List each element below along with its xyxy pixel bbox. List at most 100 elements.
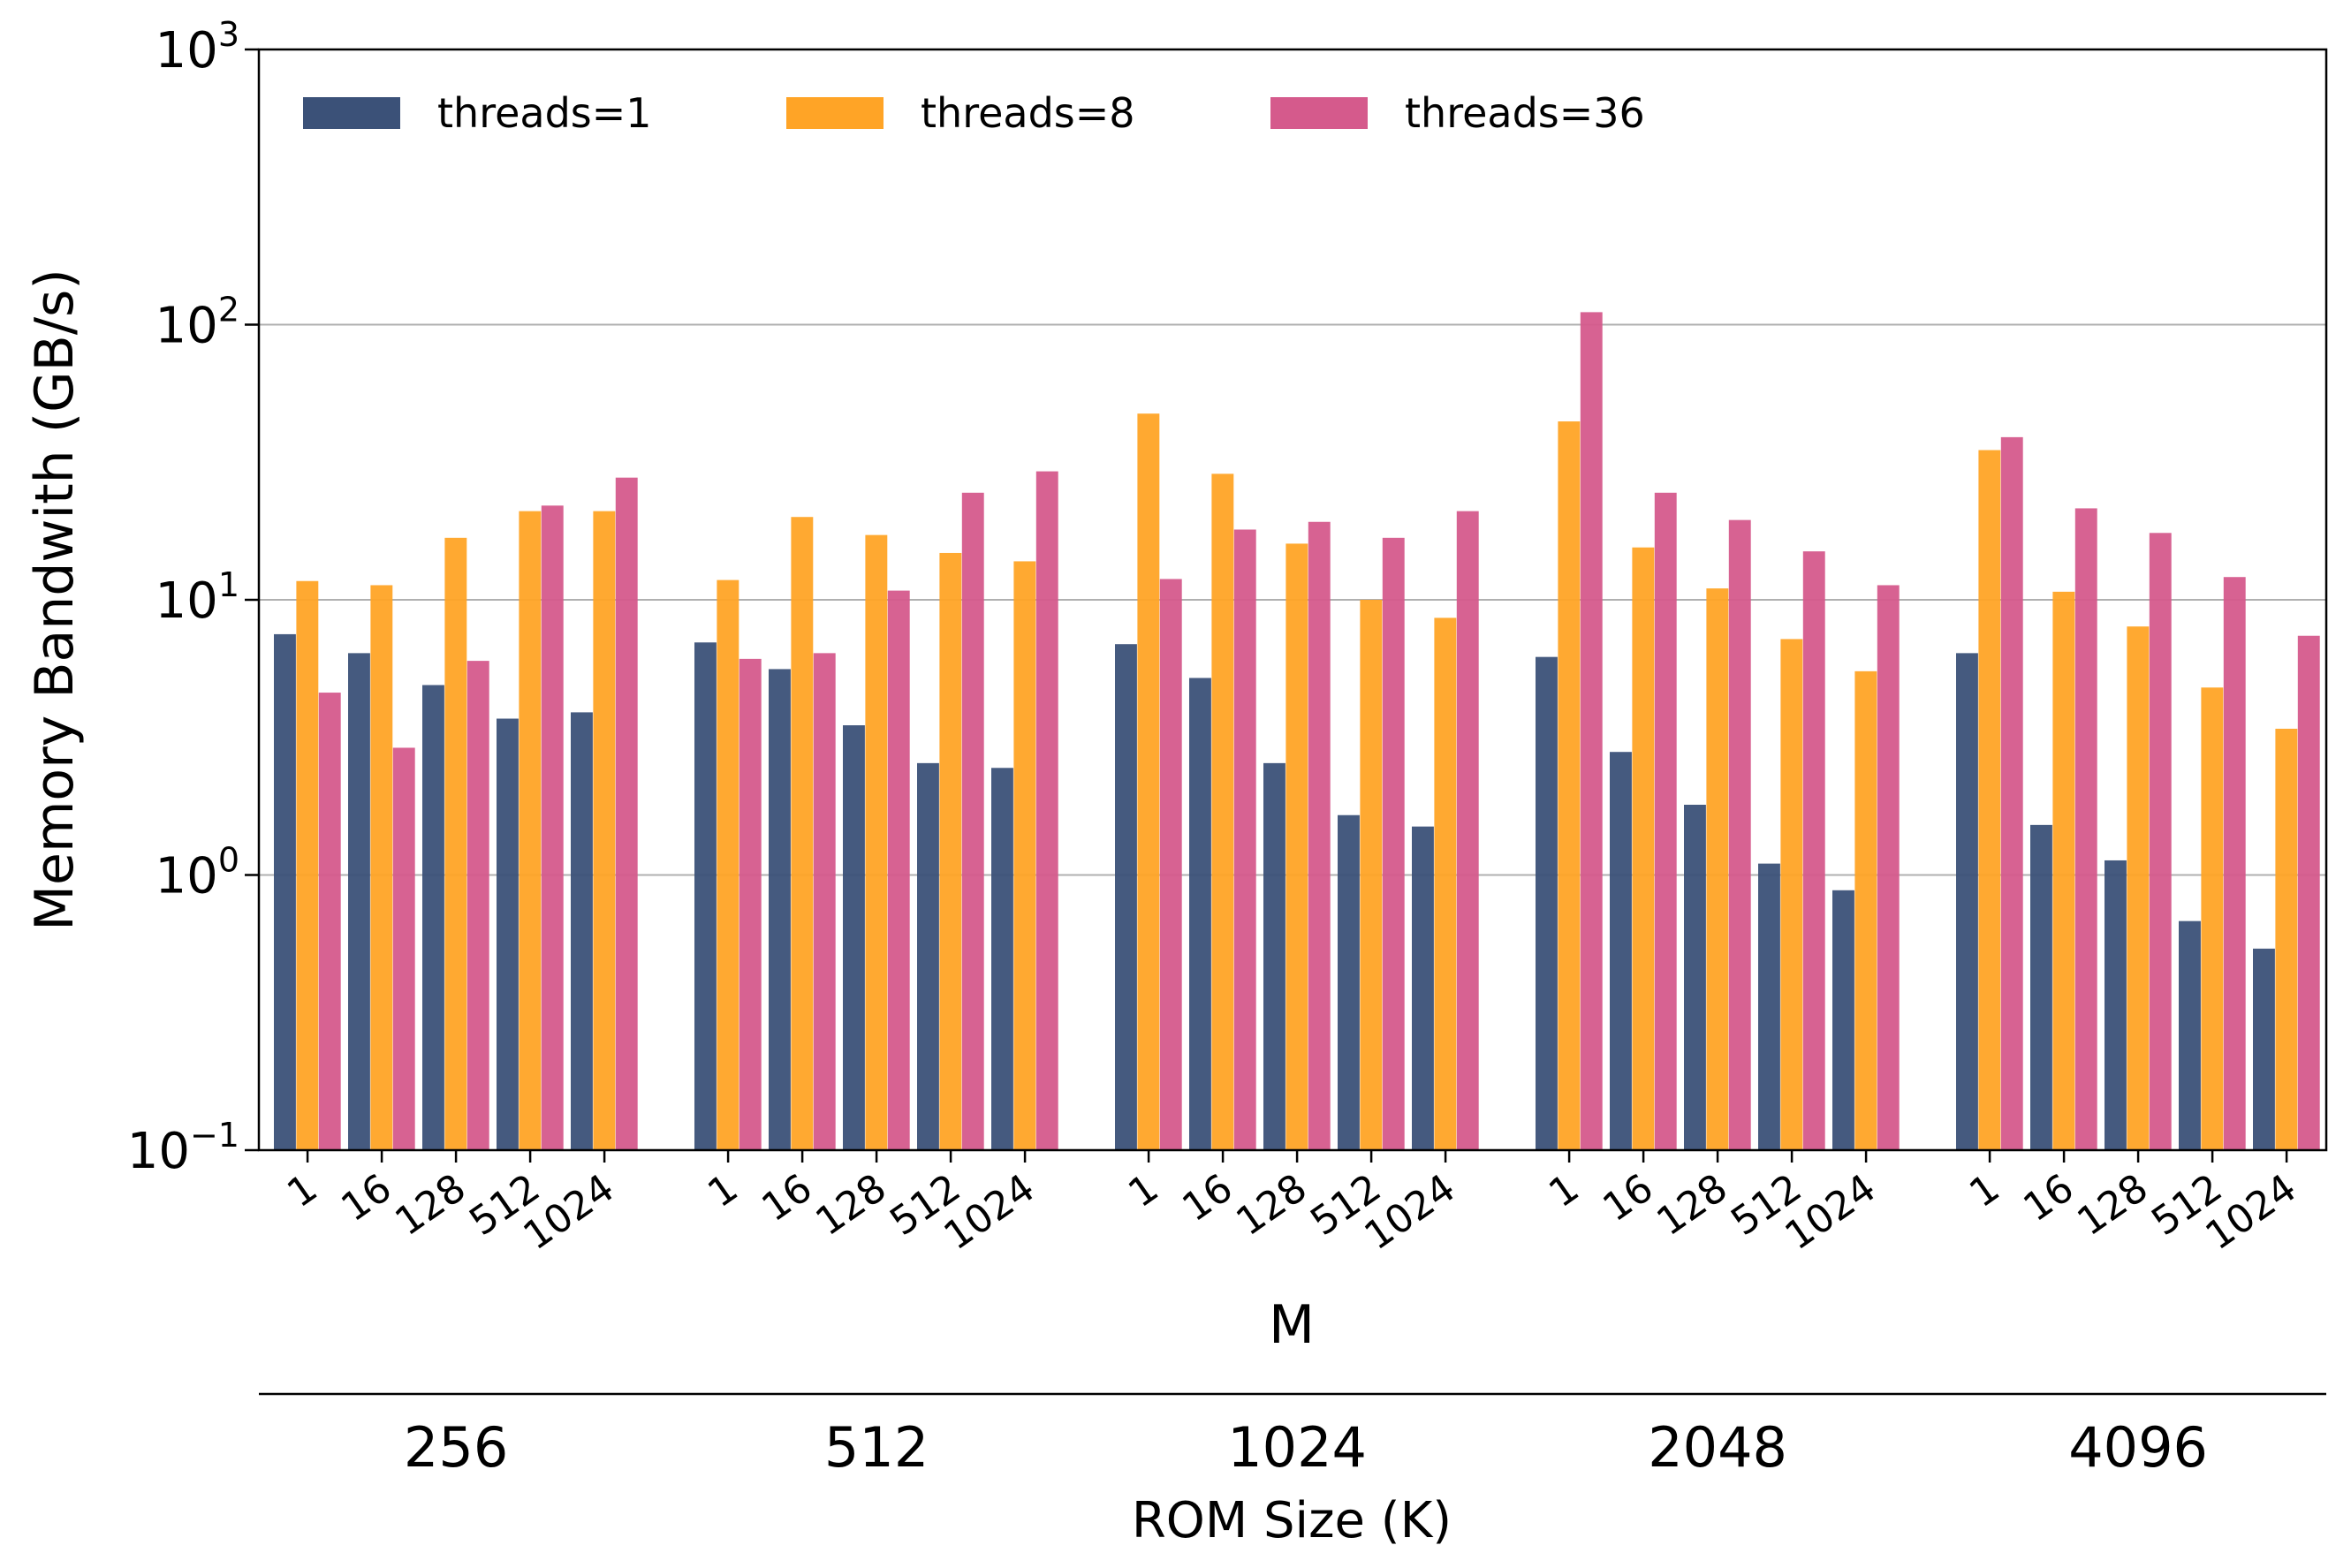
bar-threads-36-rom512-m128 — [887, 590, 910, 1150]
bar-threads-1-rom256-m16 — [348, 653, 370, 1150]
bar-threads-8-rom256-m512 — [519, 511, 542, 1150]
bar-threads-8-rom2048-m1024 — [1854, 670, 1877, 1150]
rom-size-group-labels: 256 512 1024 2048 4096 — [404, 1415, 2208, 1480]
bar-threads-1-rom512-m512 — [917, 762, 939, 1150]
x-tick-label: 16 — [2015, 1165, 2082, 1231]
bar-threads-36-rom2048-m16 — [1654, 492, 1677, 1150]
bar-threads-36-rom2048-m512 — [1802, 551, 1825, 1150]
bar-threads-8-rom2048-m16 — [1632, 547, 1655, 1150]
x-tick-label: 16 — [333, 1165, 399, 1231]
y-axis-ticks: 10−1 100 101 102 103 — [127, 15, 259, 1180]
bar-threads-8-rom4096-m1024 — [2275, 728, 2298, 1150]
bar-threads-8-rom256-m1024 — [593, 511, 616, 1150]
bar-threads-8-rom4096-m128 — [2127, 626, 2150, 1150]
legend-swatch-threads-36 — [1270, 97, 1368, 129]
bar-threads-1-rom1024-m1024 — [1412, 826, 1434, 1150]
x-tick-label: 128 — [808, 1165, 894, 1245]
bar-threads-36-rom512-m1024 — [1035, 471, 1058, 1150]
rom-size-label: 2048 — [1648, 1415, 1787, 1480]
x-tick-label: 16 — [754, 1165, 820, 1231]
bar-threads-8-rom1024-m512 — [1360, 600, 1383, 1150]
bar-threads-36-rom1024-m16 — [1233, 529, 1256, 1150]
x-tick-label: 16 — [1595, 1165, 1661, 1231]
legend-label-threads-36: threads=36 — [1405, 89, 1645, 137]
y-tick-label: 10−1 — [127, 1116, 239, 1180]
bar-threads-8-rom256-m1 — [296, 580, 319, 1150]
bar-threads-8-rom1024-m128 — [1285, 543, 1308, 1150]
legend-label-threads-1: threads=1 — [437, 89, 652, 137]
bar-threads-1-rom4096-m1 — [1956, 653, 1978, 1150]
bar-threads-1-rom2048-m1 — [1536, 656, 1558, 1150]
bar-threads-36-rom256-m512 — [541, 505, 564, 1150]
bar-threads-8-rom1024-m1 — [1137, 413, 1160, 1150]
y-tick-label: 101 — [155, 565, 239, 630]
bar-threads-36-rom256-m1024 — [615, 477, 638, 1150]
bar-threads-1-rom2048-m512 — [1758, 863, 1780, 1150]
bar-threads-8-rom512-m512 — [939, 552, 962, 1150]
bar-threads-8-rom1024-m1024 — [1434, 617, 1457, 1150]
x-tick-label: 128 — [387, 1165, 474, 1245]
legend-swatch-threads-1 — [303, 97, 400, 129]
bar-threads-8-rom2048-m128 — [1706, 588, 1729, 1150]
bar-threads-36-rom256-m1 — [318, 693, 341, 1150]
bar-threads-8-rom512-m16 — [791, 517, 814, 1150]
secondary-x-axis-label: ROM Size (K) — [1132, 1492, 1452, 1549]
x-tick-label: 128 — [1649, 1165, 1735, 1245]
bar-threads-1-rom4096-m1024 — [2253, 948, 2275, 1150]
bar-threads-8-rom512-m128 — [865, 534, 888, 1150]
bar-threads-1-rom512-m16 — [769, 669, 791, 1150]
bar-threads-36-rom1024-m1024 — [1456, 511, 1479, 1150]
bar-threads-8-rom512-m1 — [717, 579, 739, 1150]
bar-threads-36-rom1024-m1 — [1159, 579, 1182, 1150]
bar-threads-36-rom2048-m1 — [1580, 312, 1603, 1150]
bar-threads-36-rom4096-m16 — [2074, 508, 2097, 1150]
bar-threads-36-rom2048-m1024 — [1877, 585, 1900, 1150]
bar-threads-36-rom1024-m512 — [1382, 537, 1405, 1150]
x-tick-label: 16 — [1174, 1165, 1240, 1231]
bar-threads-1-rom256-m128 — [422, 685, 444, 1150]
bar-threads-36-rom4096-m512 — [2223, 577, 2246, 1150]
bar-threads-36-rom256-m16 — [392, 747, 415, 1150]
rom-size-label: 512 — [824, 1415, 929, 1480]
x-tick-label: 1 — [700, 1165, 746, 1216]
bars — [274, 312, 2320, 1150]
bar-threads-36-rom512-m16 — [813, 653, 836, 1150]
bar-threads-1-rom512-m1 — [694, 642, 717, 1150]
legend: threads=1 threads=8 threads=36 — [303, 89, 1645, 137]
bar-threads-1-rom4096-m16 — [2030, 824, 2052, 1150]
bar-threads-36-rom512-m1 — [739, 658, 762, 1150]
x-axis-label: M — [1269, 1294, 1315, 1356]
bar-threads-36-rom1024-m128 — [1308, 521, 1331, 1150]
bar-threads-1-rom512-m1024 — [991, 768, 1013, 1150]
bar-threads-8-rom1024-m16 — [1211, 473, 1234, 1150]
bar-threads-1-rom1024-m1 — [1115, 644, 1137, 1150]
bar-threads-36-rom4096-m1 — [2000, 436, 2023, 1150]
bar-threads-8-rom4096-m1 — [1978, 450, 2001, 1150]
bar-threads-8-rom2048-m512 — [1780, 639, 1803, 1150]
bar-threads-1-rom256-m1 — [274, 633, 296, 1150]
bar-threads-8-rom2048-m1 — [1558, 421, 1581, 1150]
x-tick-label: 128 — [1228, 1165, 1315, 1245]
x-tick-label: 1 — [279, 1165, 325, 1216]
x-tick-label: 1 — [1120, 1165, 1166, 1216]
bar-threads-1-rom2048-m1024 — [1832, 890, 1854, 1150]
x-tick-label: 128 — [2069, 1165, 2156, 1245]
bar-threads-1-rom2048-m128 — [1684, 804, 1706, 1150]
bar-threads-1-rom4096-m512 — [2179, 920, 2201, 1150]
bar-threads-36-rom256-m128 — [466, 661, 489, 1150]
bar-threads-36-rom512-m512 — [961, 492, 984, 1150]
x-tick-label: 1 — [1961, 1165, 2007, 1216]
y-tick-label: 102 — [155, 291, 239, 355]
bar-threads-36-rom4096-m128 — [2149, 533, 2172, 1150]
rom-size-label: 4096 — [2068, 1415, 2208, 1480]
legend-label-threads-8: threads=8 — [921, 89, 1135, 137]
y-tick-label: 100 — [155, 841, 239, 905]
y-tick-label: 103 — [155, 15, 239, 80]
rom-size-label: 1024 — [1227, 1415, 1367, 1480]
y-axis-label: Memory Bandwith (GB/s) — [24, 269, 86, 930]
bar-threads-1-rom1024-m16 — [1189, 678, 1211, 1150]
bar-threads-1-rom1024-m128 — [1263, 762, 1285, 1150]
bar-threads-8-rom512-m1024 — [1013, 561, 1036, 1150]
bar-threads-1-rom1024-m512 — [1338, 814, 1360, 1150]
